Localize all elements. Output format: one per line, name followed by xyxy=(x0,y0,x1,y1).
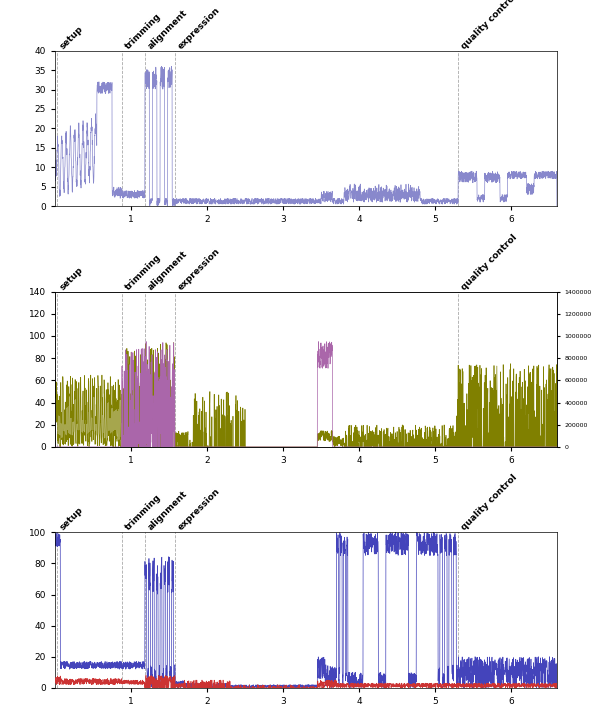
Text: setup: setup xyxy=(58,265,85,292)
Text: quality control: quality control xyxy=(460,473,519,532)
Text: alignment: alignment xyxy=(146,248,189,292)
Text: trimming: trimming xyxy=(124,493,163,532)
Text: expression: expression xyxy=(177,246,222,292)
Text: expression: expression xyxy=(177,487,222,532)
Text: alignment: alignment xyxy=(146,8,189,51)
Text: setup: setup xyxy=(58,505,85,532)
Text: trimming: trimming xyxy=(124,12,163,51)
Text: quality control: quality control xyxy=(460,0,519,51)
Text: alignment: alignment xyxy=(146,489,189,532)
Text: expression: expression xyxy=(177,5,222,51)
Text: quality control: quality control xyxy=(460,232,519,292)
Text: trimming: trimming xyxy=(124,252,163,292)
Text: setup: setup xyxy=(58,24,85,51)
